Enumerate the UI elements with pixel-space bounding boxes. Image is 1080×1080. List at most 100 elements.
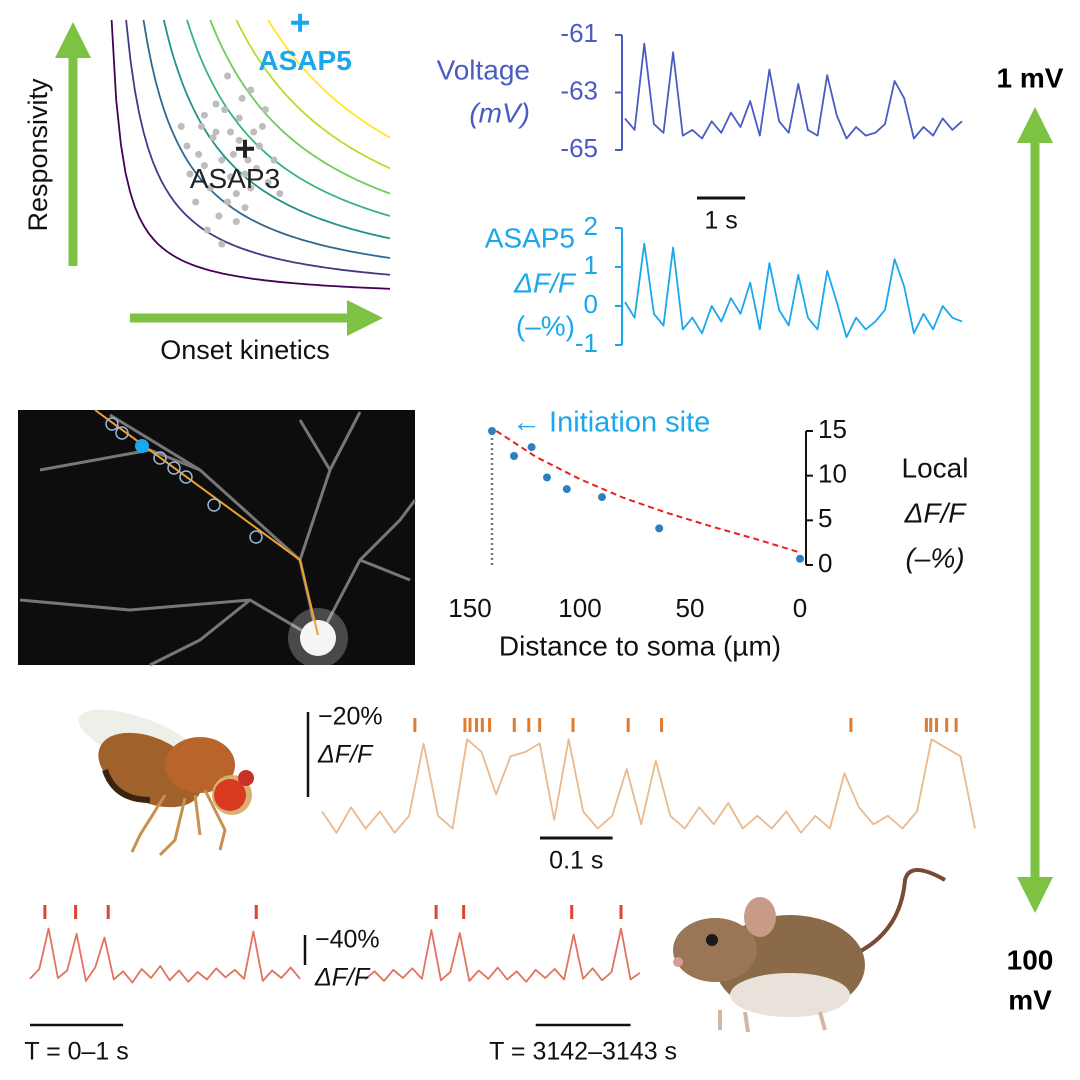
y-tick-label: 1 (584, 250, 598, 280)
y-tick-label: 10 (818, 459, 847, 489)
amplitude-scale-label: −20% (318, 703, 383, 731)
y-axis-label: (–%) (905, 542, 964, 573)
marker-label: ASAP5 (258, 45, 351, 76)
time-scale-label: 1 s (704, 207, 737, 235)
point (598, 493, 606, 502)
y-tick-label: 2 (584, 211, 598, 241)
point (232, 218, 240, 226)
point (238, 94, 246, 102)
point (235, 114, 243, 122)
point (198, 122, 205, 130)
point (562, 485, 571, 494)
point (796, 554, 804, 563)
point (247, 184, 255, 192)
x-tick-label: 50 (676, 593, 705, 623)
y-tick-label: -63 (560, 75, 598, 105)
y-tick-label: -61 (560, 18, 598, 48)
y-tick-label: 5 (818, 503, 832, 533)
amplitude-scale-unit: ΔF/F (317, 741, 374, 769)
window-label: T = 3142–3143 s (489, 1038, 677, 1066)
x-tick-label: 0 (793, 593, 807, 623)
y-tick-label: -65 (560, 133, 598, 163)
y-axis-label: Responsivity (23, 78, 53, 232)
x-axis-label: Distance to soma (µm) (499, 630, 781, 661)
point (218, 240, 226, 248)
fit-curve (495, 430, 801, 554)
annotation: ← Initiation site (512, 407, 710, 439)
point (209, 134, 217, 142)
point (224, 198, 232, 206)
point (177, 122, 185, 130)
point (244, 156, 252, 164)
trace (624, 242, 963, 339)
point (241, 204, 249, 212)
amplitude-scale-label: −40% (315, 926, 380, 954)
point (276, 190, 284, 198)
y-axis-label: ASAP5 (485, 222, 575, 253)
trace (321, 738, 976, 834)
point (253, 164, 261, 172)
point (229, 150, 237, 158)
point (510, 452, 518, 461)
point (212, 128, 220, 136)
fly-illustration (78, 709, 254, 857)
y-tick-label: 0 (818, 548, 832, 578)
point (227, 173, 234, 181)
point (261, 106, 269, 114)
point (232, 190, 240, 198)
point (655, 524, 664, 533)
micrograph (18, 409, 417, 668)
point (206, 184, 214, 192)
x-tick-label: 100 (558, 593, 601, 623)
trace (29, 927, 301, 984)
point (218, 156, 226, 164)
marker-cross (236, 139, 254, 158)
contour (110, 19, 391, 290)
y-axis-label: ΔF/F (904, 497, 968, 528)
x-axis-label: Onset kinetics (160, 335, 330, 365)
point (183, 142, 191, 150)
y-tick-label: 0 (584, 289, 598, 319)
scale-bottom-label: 100 (1007, 944, 1054, 975)
trace (624, 42, 963, 140)
x-tick-label: 150 (448, 593, 491, 623)
point (527, 443, 536, 452)
mouse-illustration (673, 868, 946, 1033)
point (212, 100, 220, 108)
point (241, 170, 249, 178)
time-scale-label: 0.1 s (549, 847, 603, 875)
y-axis-label: Voltage (437, 54, 530, 85)
contour (267, 19, 391, 139)
contour (186, 19, 391, 217)
point (235, 136, 243, 144)
contour (125, 19, 391, 276)
point (224, 72, 232, 80)
point (258, 122, 266, 130)
window-label: T = 0–1 s (24, 1038, 128, 1066)
point (215, 212, 223, 220)
point (270, 156, 278, 164)
point (543, 473, 551, 482)
y-axis-label: (–%) (516, 310, 575, 341)
trace (364, 927, 641, 983)
marker-cross (291, 13, 310, 32)
point (256, 142, 263, 150)
scale-bottom-label: mV (1008, 984, 1052, 1015)
point (221, 106, 229, 114)
point (488, 427, 496, 435)
y-tick-label: -1 (575, 328, 598, 358)
point (195, 150, 203, 158)
marker-label: ASAP3 (190, 163, 280, 194)
contour (209, 19, 391, 195)
point (186, 170, 194, 178)
scale-top-label: 1 mV (997, 62, 1064, 93)
y-axis-label: (mV) (469, 97, 530, 128)
point (227, 128, 234, 136)
point (264, 178, 272, 186)
y-tick-label: 15 (818, 414, 847, 444)
contour (142, 19, 391, 259)
y-axis-label: Local (902, 452, 969, 483)
